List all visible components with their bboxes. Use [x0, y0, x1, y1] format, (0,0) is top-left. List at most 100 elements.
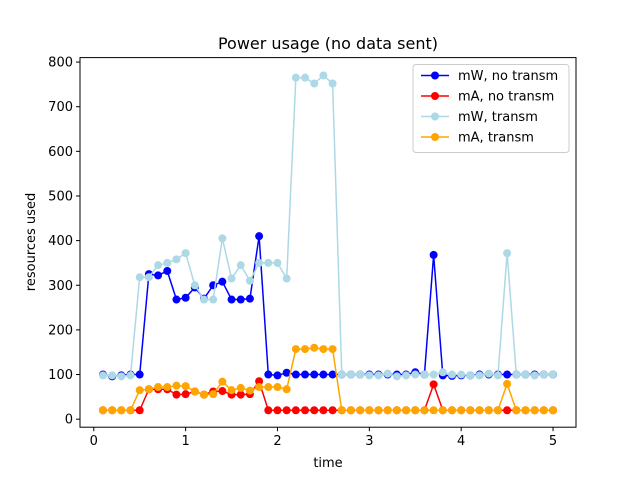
data-point [301, 345, 310, 354]
data-point [503, 370, 512, 379]
data-point [383, 406, 392, 415]
data-point [236, 390, 245, 399]
data-point [301, 370, 310, 379]
data-point [172, 295, 181, 304]
data-point [245, 386, 254, 395]
data-point [282, 406, 291, 415]
legend-box [412, 64, 570, 153]
data-point [163, 266, 172, 275]
y-tick-label: 500 [48, 189, 73, 204]
data-point [365, 406, 374, 415]
data-point [411, 370, 420, 379]
data-point [144, 385, 153, 394]
data-point [420, 370, 429, 379]
x-axis: 0 1 2 3 4 5 [90, 427, 557, 449]
y-tick-label: 700 [48, 100, 73, 115]
data-point [356, 370, 365, 379]
data-point [521, 406, 530, 415]
data-point [392, 372, 401, 381]
legend-item: mW, no transm [421, 69, 558, 84]
y-tick-label: 0 [65, 413, 73, 428]
data-point [310, 343, 319, 352]
data-point [172, 381, 181, 390]
data-point [319, 406, 328, 415]
data-point [172, 255, 181, 264]
data-point [236, 295, 245, 304]
legend-label: mA, transm [458, 131, 534, 146]
data-point [154, 261, 163, 270]
data-point [126, 371, 135, 380]
data-point [475, 406, 484, 415]
data-point [282, 368, 291, 377]
data-point [420, 406, 429, 415]
data-point [301, 73, 310, 82]
data-point [530, 406, 539, 415]
data-point [310, 79, 319, 88]
x-tick-label: 2 [273, 434, 281, 449]
data-point [365, 371, 374, 380]
data-point [245, 276, 254, 285]
data-point [154, 383, 163, 392]
x-axis-label: time [313, 456, 342, 471]
data-point [98, 371, 107, 380]
data-point [429, 370, 438, 379]
y-tick-label: 100 [48, 368, 73, 383]
legend-marker [431, 133, 439, 141]
axes-frame [79, 57, 577, 428]
data-point [190, 281, 199, 290]
data-point [429, 380, 438, 389]
data-point [181, 382, 190, 391]
legend-label: mA, no transm [458, 90, 554, 105]
data-point [429, 406, 438, 415]
data-point [466, 406, 475, 415]
data-point [383, 369, 392, 378]
data-point [475, 371, 484, 380]
data-point [117, 372, 126, 381]
data-point [319, 345, 328, 354]
data-point [429, 250, 438, 259]
data-point [200, 390, 208, 399]
data-point [108, 406, 117, 415]
data-point [255, 258, 264, 267]
data-point [291, 345, 300, 354]
y-tick-label: 400 [48, 234, 73, 249]
data-point [135, 386, 144, 395]
data-point [521, 370, 530, 379]
legend-item: mA, transm [421, 131, 534, 146]
data-point [466, 371, 475, 380]
data-point [374, 406, 383, 415]
data-point [273, 371, 282, 380]
data-point [181, 390, 190, 399]
data-point [117, 406, 126, 415]
data-point [457, 370, 466, 379]
data-point [448, 370, 456, 379]
data-point [154, 271, 163, 280]
data-point [328, 406, 337, 415]
series-3 [98, 343, 558, 415]
data-point [163, 383, 172, 392]
data-point [273, 383, 282, 392]
legend-item: mA, no transm [421, 90, 554, 105]
y-tick-label: 300 [48, 279, 73, 294]
data-point [98, 406, 107, 415]
data-point [310, 406, 319, 415]
data-point [144, 273, 153, 282]
series-2 [98, 71, 558, 381]
data-point [402, 406, 411, 415]
data-point [512, 370, 521, 379]
data-point [484, 406, 493, 415]
data-point [218, 387, 227, 396]
data-point [227, 386, 236, 395]
data-point [282, 274, 291, 283]
data-point [163, 258, 172, 267]
data-point [218, 277, 227, 286]
data-point [337, 406, 346, 415]
x-tick-label: 5 [549, 434, 557, 449]
data-point [402, 371, 411, 380]
data-point [457, 406, 466, 415]
data-point [503, 249, 512, 258]
legend-marker [431, 92, 439, 100]
data-point [328, 370, 337, 379]
data-point [264, 406, 273, 415]
